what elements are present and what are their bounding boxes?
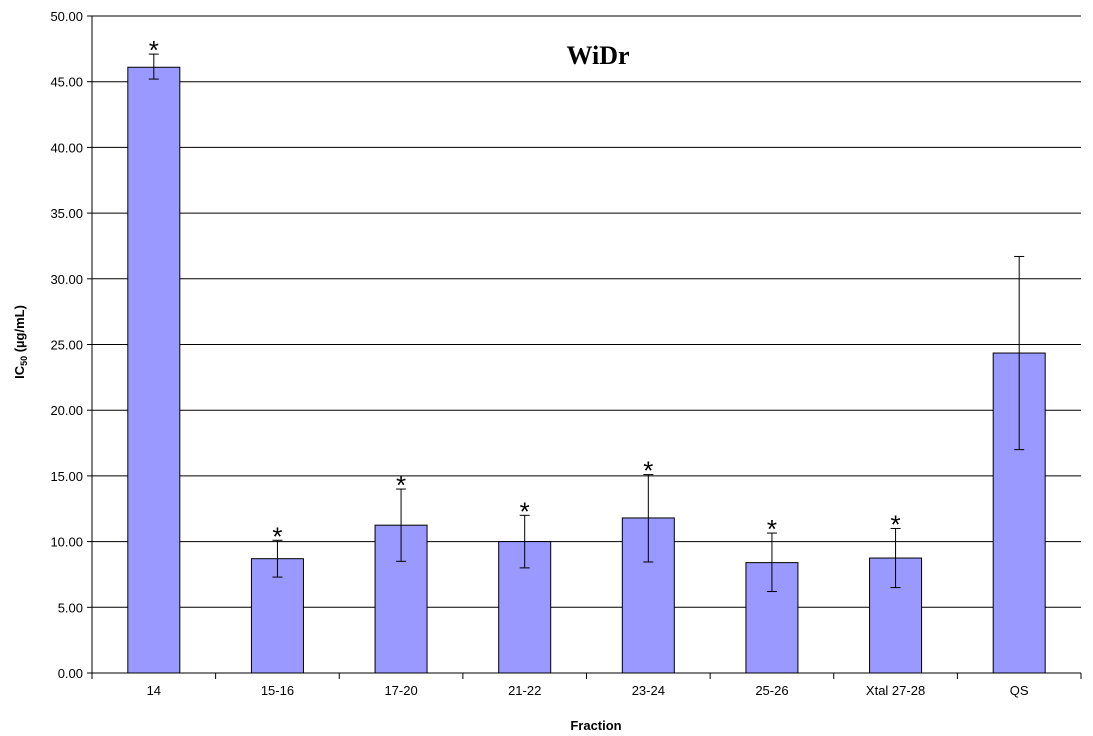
significance-star: * — [272, 521, 282, 551]
y-tick-label: 0.00 — [58, 666, 83, 681]
significance-marks: * * * * * * * — [149, 35, 901, 551]
x-tick-label: 23-24 — [632, 683, 665, 698]
gridlines — [92, 15, 1081, 608]
significance-star: * — [643, 456, 653, 486]
y-tick-label: 35.00 — [50, 206, 83, 221]
significance-star: * — [767, 514, 777, 544]
y-tick-label: 40.00 — [50, 140, 83, 155]
y-tick-label: 25.00 — [50, 338, 83, 353]
y-axis-title: IC50 (µg/mL) — [12, 305, 29, 379]
y-axis-title-subscript: 50 — [19, 356, 29, 366]
y-tick-label: 20.00 — [50, 403, 83, 418]
y-axis-title-unit: (µg/mL) — [12, 305, 27, 356]
x-tick-label: 14 — [147, 683, 161, 698]
significance-star: * — [149, 35, 159, 65]
x-tick-label: 17-20 — [384, 683, 417, 698]
bar — [127, 66, 181, 674]
y-tick-label: 30.00 — [50, 272, 83, 287]
x-tick-label: QS — [1010, 683, 1029, 698]
x-tick-label: 21-22 — [508, 683, 541, 698]
error-bars — [148, 53, 1025, 593]
x-axis-title: Fraction — [570, 718, 621, 733]
axes — [87, 15, 1082, 679]
bars — [127, 66, 1046, 674]
x-tick-label: 15-16 — [261, 683, 294, 698]
y-tick-label: 50.00 — [50, 9, 83, 24]
chart-title: WiDr — [566, 41, 629, 70]
significance-star: * — [891, 509, 901, 539]
significance-star: * — [520, 496, 530, 526]
y-tick-label: 15.00 — [50, 469, 83, 484]
y-tick-label: 45.00 — [50, 75, 83, 90]
y-tick-labels: 0.00 5.00 10.00 15.00 20.00 25.00 30.00 35.00 40… — [50, 9, 83, 681]
y-tick-label: 10.00 — [50, 535, 83, 550]
significance-star: * — [396, 470, 406, 500]
y-tick-label: 5.00 — [58, 600, 83, 615]
y-axis-title-main: IC — [12, 365, 27, 379]
x-tick-label: Xtal 27-28 — [866, 683, 925, 698]
x-tick-labels: 14 15-16 17-20 21-22 23-24 25-26 Xtal 27-28 QS — [147, 683, 1029, 698]
x-tick-label: 25-26 — [755, 683, 788, 698]
